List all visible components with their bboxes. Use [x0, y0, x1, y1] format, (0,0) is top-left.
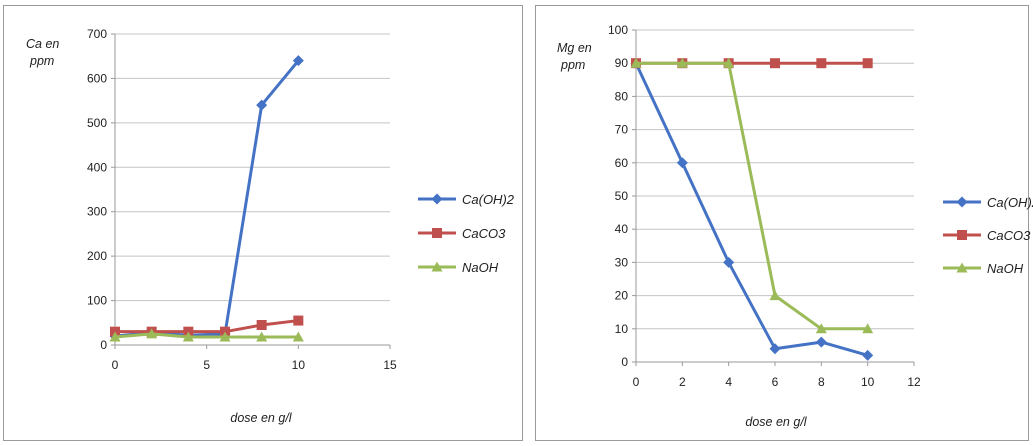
y-tick-label: 20 — [615, 289, 629, 303]
magnesium-chart: Mg en ppm dose en g/l 010203040506070809… — [557, 23, 1033, 429]
x-tick-label: 10 — [292, 358, 306, 372]
y-tick-label: 700 — [87, 27, 107, 41]
y-tick-label: 30 — [615, 255, 629, 269]
chart-panel-magnesium: Mg en ppm dose en g/l 0 10 20 30 40 50 60 70 80 9… — [535, 5, 1033, 441]
y-tick-label: 0 — [621, 355, 628, 369]
data-point — [723, 57, 735, 68]
y-axis-label-line1: Ca en — [26, 37, 59, 51]
legend-marker — [431, 261, 443, 272]
y-tick-label: 10 — [615, 322, 629, 336]
y-axis-label-line2: ppm — [29, 54, 54, 68]
y-tick-label: 80 — [615, 89, 629, 103]
data-point — [292, 55, 304, 67]
data-point — [630, 57, 642, 68]
y-tick-label: 70 — [615, 123, 629, 137]
y-tick-label: 0 — [100, 338, 107, 352]
legend-label: CaCO3 — [462, 226, 506, 241]
data-point — [676, 157, 688, 169]
legend-marker — [432, 228, 442, 238]
data-point — [862, 323, 874, 334]
x-tick-label: 4 — [725, 375, 732, 389]
data-point — [292, 331, 304, 342]
data-point — [862, 349, 874, 361]
y-tick-label: 50 — [615, 189, 629, 203]
x-tick-label: 12 — [907, 375, 921, 389]
chart-panel-calcium: Ca en ppm dose en g/l 0 100 200 300 400 500 60… — [3, 5, 523, 441]
legend-label: Ca(OH)2 — [462, 192, 515, 207]
x-tick-label: 15 — [383, 358, 397, 372]
y-tick-label: 200 — [87, 249, 107, 263]
legend-marker — [956, 262, 968, 273]
y-tick-label: 60 — [615, 156, 629, 170]
data-point — [723, 256, 735, 268]
data-point — [256, 99, 268, 111]
x-tick-label: 2 — [679, 375, 686, 389]
legend-label: NaOH — [462, 260, 499, 275]
x-tick-label: 0 — [633, 375, 640, 389]
series-line-CaCO3 — [115, 319, 299, 334]
y-tick-label: 500 — [87, 116, 107, 130]
data-point — [219, 331, 231, 342]
x-axis-label: dose en g/l — [230, 411, 292, 425]
series-line-NaOH — [636, 61, 868, 331]
legend-marker — [431, 193, 443, 205]
data-point — [862, 58, 873, 69]
calcium-chart: Ca en ppm dose en g/l 010020030040050060… — [26, 27, 515, 425]
x-tick-label: 5 — [203, 358, 210, 372]
data-point — [676, 57, 688, 68]
x-tick-label: 6 — [772, 375, 779, 389]
x-tick-label: 10 — [861, 375, 875, 389]
y-tick-label: 100 — [608, 23, 628, 37]
data-point — [816, 58, 827, 69]
x-axis-label: dose en g/l — [745, 415, 807, 429]
data-point — [256, 320, 267, 331]
y-tick-label: 600 — [87, 71, 107, 85]
legend-label: CaCO3 — [987, 228, 1031, 243]
data-point — [146, 328, 158, 339]
legend-marker — [957, 230, 967, 240]
data-point — [815, 336, 827, 348]
data-point — [769, 290, 781, 301]
y-axis-label-line2: ppm — [560, 58, 585, 72]
legend-label: NaOH — [987, 261, 1024, 276]
legend-label: Ca(OH)2 — [987, 195, 1033, 210]
series-line-Ca(OH)2 — [114, 59, 300, 338]
data-point — [256, 331, 268, 342]
y-axis-label-line1: Mg en — [557, 41, 592, 55]
y-tick-label: 300 — [87, 205, 107, 219]
data-point — [293, 315, 304, 326]
series-line-NaOH — [114, 332, 299, 339]
data-point — [182, 331, 194, 342]
x-tick-label: 8 — [818, 375, 825, 389]
y-tick-label: 400 — [87, 160, 107, 174]
y-tick-label: 90 — [615, 56, 629, 70]
data-point — [109, 331, 121, 342]
legend-marker — [956, 196, 968, 208]
y-tick-label: 40 — [615, 222, 629, 236]
data-point — [815, 323, 827, 334]
series-line-Ca(OH)2 — [634, 62, 869, 357]
x-tick-label: 0 — [112, 358, 119, 372]
data-point — [769, 343, 781, 355]
data-point — [770, 58, 780, 69]
y-tick-label: 100 — [87, 294, 107, 308]
